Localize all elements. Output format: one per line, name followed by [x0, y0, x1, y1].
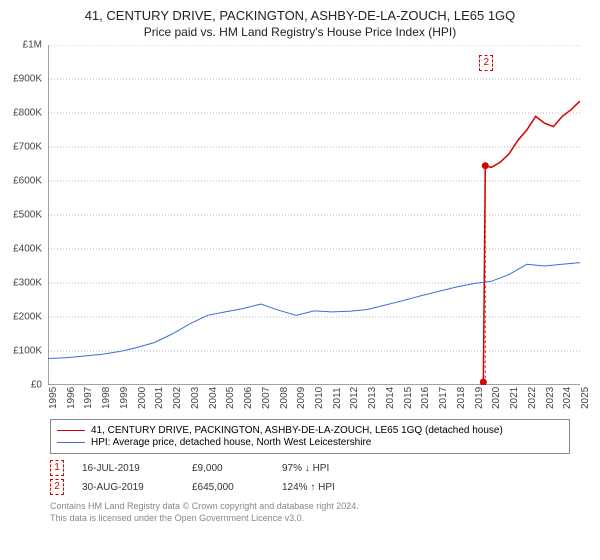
event-row-1: 1 16-JUL-2019£9,00097% ↓ HPI: [50, 460, 570, 476]
x-tick-label: 2008: [279, 387, 290, 409]
x-tick-label: 2004: [208, 387, 219, 409]
y-tick-label: £0: [31, 380, 42, 391]
y-tick-label: £100K: [13, 346, 42, 357]
legend-label-property: 41, CENTURY DRIVE, PACKINGTON, ASHBY-DE-…: [91, 425, 503, 436]
x-tick-label: 2017: [438, 387, 449, 409]
x-tick-label: 2009: [296, 387, 307, 409]
chart-area: £0£100K£200K£300K£400K£500K£600K£700K£80…: [48, 45, 580, 385]
x-axis-labels: 1995 1996 1997 1998 1999 2000 2001 2002 2003 2004…: [48, 389, 580, 413]
y-tick-label: £600K: [13, 176, 42, 187]
footer-line-2: This data is licensed under the Open Gov…: [50, 513, 570, 525]
legend-label-hpi: HPI: Average price, detached house, Nort…: [91, 437, 371, 448]
y-tick-label: £400K: [13, 244, 42, 255]
y-tick-label: £900K: [13, 74, 42, 85]
x-tick-label: 1995: [48, 387, 59, 409]
event-num-box: 1: [50, 460, 64, 476]
x-tick-label: 2003: [190, 387, 201, 409]
y-tick-label: £800K: [13, 108, 42, 119]
x-tick-label: 2005: [225, 387, 236, 409]
event-num-box: 2: [50, 479, 64, 495]
x-tick-label: 2011: [332, 387, 343, 409]
x-tick-label: 2000: [137, 387, 148, 409]
x-tick-label: 2013: [367, 387, 378, 409]
y-tick-label: £700K: [13, 142, 42, 153]
x-tick-label: 1997: [83, 387, 94, 409]
chart-title: 41, CENTURY DRIVE, PACKINGTON, ASHBY-DE-…: [0, 8, 600, 23]
footer: Contains HM Land Registry data © Crown c…: [50, 501, 570, 524]
x-tick-label: 2010: [314, 387, 325, 409]
x-tick-label: 2025: [580, 387, 591, 409]
event-callout-2: 2: [479, 55, 493, 71]
x-tick-label: 2024: [562, 387, 573, 409]
event-price: £645,000: [192, 482, 282, 493]
event-pct: 97% ↓ HPI: [282, 463, 382, 474]
x-tick-label: 2019: [474, 387, 485, 409]
y-axis-labels: £0£100K£200K£300K£400K£500K£600K£700K£80…: [4, 45, 44, 385]
y-tick-label: £200K: [13, 312, 42, 323]
x-tick-label: 2018: [456, 387, 467, 409]
event-date: 30-AUG-2019: [82, 482, 192, 493]
x-tick-label: 2022: [527, 387, 538, 409]
x-tick-label: 2021: [509, 387, 520, 409]
x-tick-label: 2016: [420, 387, 431, 409]
y-tick-label: £1M: [23, 40, 42, 51]
legend-swatch-hpi: [57, 442, 85, 443]
legend-item-hpi: HPI: Average price, detached house, Nort…: [57, 437, 563, 448]
x-tick-label: 1999: [119, 387, 130, 409]
y-tick-label: £500K: [13, 210, 42, 221]
x-tick-label: 2023: [545, 387, 556, 409]
x-tick-label: 2006: [243, 387, 254, 409]
y-tick-label: £300K: [13, 278, 42, 289]
event-date: 16-JUL-2019: [82, 463, 192, 474]
x-tick-label: 1996: [66, 387, 77, 409]
x-tick-label: 2012: [349, 387, 360, 409]
event-list: 1 16-JUL-2019£9,00097% ↓ HPI 2 30-AUG-2019£…: [50, 460, 570, 495]
x-tick-label: 1998: [101, 387, 112, 409]
footer-line-1: Contains HM Land Registry data © Crown c…: [50, 501, 570, 513]
legend-item-property: 41, CENTURY DRIVE, PACKINGTON, ASHBY-DE-…: [57, 425, 563, 436]
x-tick-label: 2014: [385, 387, 396, 409]
legend-swatch-property: [57, 430, 85, 431]
event-price: £9,000: [192, 463, 282, 474]
x-tick-label: 2015: [403, 387, 414, 409]
event-row-2: 2 30-AUG-2019£645,000124% ↑ HPI: [50, 479, 570, 495]
x-tick-label: 2007: [261, 387, 272, 409]
x-tick-label: 2002: [172, 387, 183, 409]
chart-subtitle: Price paid vs. HM Land Registry's House …: [0, 25, 600, 39]
x-tick-label: 2020: [491, 387, 502, 409]
legend: 41, CENTURY DRIVE, PACKINGTON, ASHBY-DE-…: [50, 419, 570, 454]
event-pct: 124% ↑ HPI: [282, 482, 382, 493]
plot-svg: [48, 45, 580, 385]
x-tick-label: 2001: [154, 387, 165, 409]
